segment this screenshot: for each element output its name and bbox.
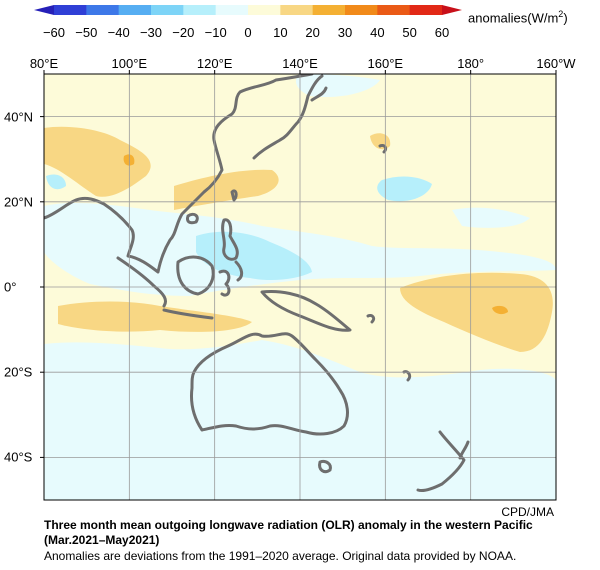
colorbar-tick-label: −20 xyxy=(172,25,195,40)
colorbar-swatch xyxy=(345,5,378,15)
strong-negative-region xyxy=(377,176,432,202)
coastline-new-guinea xyxy=(260,290,352,332)
lon-tick-label: 140°E xyxy=(282,56,318,71)
lon-tick-label: 160°W xyxy=(536,56,576,71)
strong-negative-region xyxy=(46,174,66,190)
negative-anomaly-region xyxy=(452,207,530,228)
lat-tick-label: 40°S xyxy=(4,449,33,465)
colorbar-tick-label: 20 xyxy=(305,25,320,40)
colorbar-tick-label: −30 xyxy=(139,25,163,40)
colorbar-tick-label: −60 xyxy=(42,25,66,40)
coastline-sumatra xyxy=(116,256,168,308)
colorbar-swatch xyxy=(215,5,249,15)
lat-tick-label: 20°S xyxy=(4,364,33,380)
coastline-taiwan xyxy=(230,189,238,202)
caption-title: Three month mean outgoing longwave radia… xyxy=(44,518,533,547)
colorbar-tick-label: 10 xyxy=(273,25,288,40)
coastline-tasmania xyxy=(318,460,332,474)
coastline-asia xyxy=(44,74,314,274)
lat-tick-label: 0° xyxy=(4,279,17,295)
positive-anomaly-region xyxy=(44,126,151,197)
lat-tick-label: 40°N xyxy=(4,109,34,125)
coastline-borneo xyxy=(176,255,215,296)
coastline-philippines xyxy=(221,218,244,282)
positive-anomaly-region xyxy=(400,272,553,352)
credit-label: CPD/JMA xyxy=(501,505,554,519)
colorbar-swatch xyxy=(183,5,217,15)
lon-tick-label: 100°E xyxy=(111,56,148,71)
positive-anomaly-region xyxy=(58,301,252,332)
colorbar-swatch xyxy=(86,5,120,15)
coastline-new-zealand xyxy=(416,430,470,492)
colorbar-swatch xyxy=(151,5,184,15)
lon-tick-label: 120°E xyxy=(196,56,233,71)
caption-note: Anomalies are deviations from the 1991–2… xyxy=(44,549,517,563)
colorbar-swatch xyxy=(54,5,87,15)
colorbar xyxy=(34,5,462,15)
lon-tick-label: 160°E xyxy=(367,56,404,71)
colorbar-arrow-left xyxy=(34,5,54,15)
colorbar-swatch xyxy=(280,5,314,15)
coastline-australia xyxy=(190,332,349,436)
strong-positive-spot xyxy=(492,305,508,315)
colorbar-tick-label: 40 xyxy=(370,25,385,40)
colorbar-tick-label: 30 xyxy=(337,25,353,40)
colorbar-swatch xyxy=(312,5,346,15)
lat-tick-label: 20°N xyxy=(4,194,34,210)
lon-tick-label: 80°E xyxy=(29,56,59,71)
coastline-japan xyxy=(252,74,328,160)
colorbar-tick-label: 50 xyxy=(402,25,417,40)
colorbar-tick-label: −10 xyxy=(204,25,227,40)
colorbar-arrow-right xyxy=(442,5,462,15)
positive-anomaly-region xyxy=(174,169,279,210)
colorbar-tick-label: −40 xyxy=(107,25,130,40)
colorbar-swatch xyxy=(409,5,443,15)
coastline-sulawesi xyxy=(218,269,231,297)
colorbar-tick-label: 0 xyxy=(244,25,252,40)
coastline-hainan xyxy=(186,212,199,225)
colorbar-units-label: anomalies(W/m2) xyxy=(468,9,568,26)
colorbar-swatch xyxy=(248,5,281,15)
coastline-java xyxy=(162,308,214,320)
colorbar-tick-label: −50 xyxy=(75,25,98,40)
lon-tick-label: 180° xyxy=(457,56,485,71)
colorbar-tick-label: 60 xyxy=(434,25,450,40)
colorbar-swatch xyxy=(118,5,152,15)
colorbar-swatch xyxy=(377,5,411,15)
